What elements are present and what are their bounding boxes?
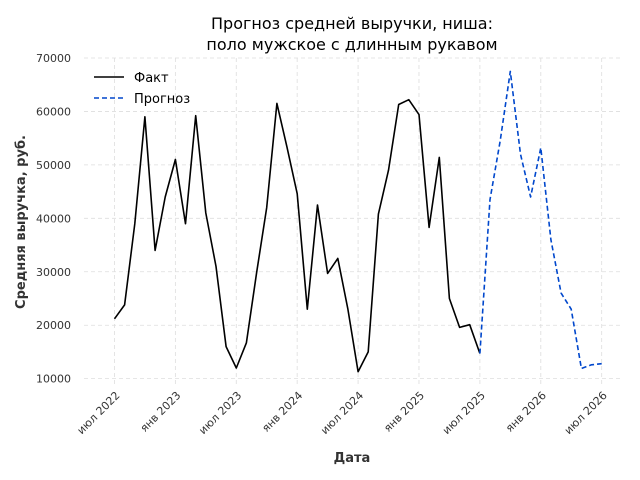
x-tick-label: янв 2023 bbox=[138, 389, 184, 435]
y-tick-label: 60000 bbox=[36, 105, 71, 118]
y-tick-label: 10000 bbox=[36, 373, 71, 386]
legend-label-forecast: Прогноз bbox=[134, 92, 190, 107]
fact-series-line bbox=[113, 98, 481, 373]
legend-label-fact: Факт bbox=[134, 71, 169, 86]
chart-title-line-2: поло мужское с длинным рукавом bbox=[206, 35, 497, 54]
chart-title-line-1: Прогноз средней выручки, ниша: bbox=[211, 14, 493, 33]
y-tick-label: 30000 bbox=[36, 266, 71, 279]
x-axis-label: Дата bbox=[334, 451, 371, 466]
series-lines bbox=[113, 70, 602, 373]
x-tick-label: янв 2024 bbox=[259, 389, 305, 435]
y-tick-label: 50000 bbox=[36, 159, 71, 172]
grid bbox=[84, 57, 622, 384]
x-tick-label: июл 2023 bbox=[196, 389, 244, 437]
chart-title: Прогноз средней выручки, ниша: поло мужс… bbox=[206, 14, 497, 54]
x-tick-label: янв 2026 bbox=[503, 389, 549, 435]
x-axis-ticks: июл 2022 янв 2023 июл 2023 янв 2024 июл 2024… bbox=[75, 389, 610, 437]
y-axis-label: Средняя выручка, руб. bbox=[14, 135, 29, 309]
legend: Факт Прогноз bbox=[94, 71, 190, 107]
x-tick-label: янв 2025 bbox=[381, 389, 427, 435]
x-tick-label: июл 2025 bbox=[440, 389, 488, 437]
x-tick-label: июл 2024 bbox=[318, 389, 366, 437]
y-tick-label: 70000 bbox=[36, 52, 71, 65]
x-tick-label: июл 2026 bbox=[562, 389, 610, 437]
y-tick-label: 20000 bbox=[36, 319, 71, 332]
y-tick-label: 40000 bbox=[36, 212, 71, 225]
x-tick-label: июл 2022 bbox=[75, 389, 123, 437]
y-axis-ticks: 10000 20000 30000 40000 50000 60000 70000 bbox=[36, 52, 71, 386]
